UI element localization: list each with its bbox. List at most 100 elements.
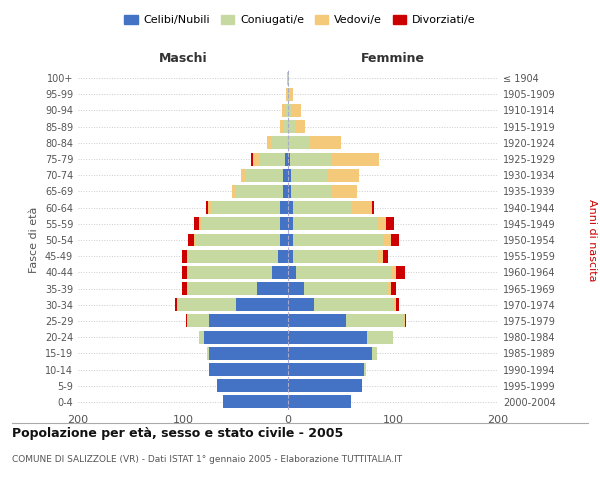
Text: Maschi: Maschi (158, 52, 208, 65)
Bar (293, 218, 377, 230)
Bar (199, 330, 204, 344)
Bar (328, 169, 359, 181)
Bar (282, 104, 285, 117)
Bar (280, 201, 288, 214)
Bar (288, 185, 291, 198)
Bar (288, 379, 361, 392)
Bar (293, 234, 383, 246)
Bar (388, 282, 391, 295)
Bar (391, 282, 396, 295)
Bar (182, 282, 187, 295)
Bar (188, 250, 277, 262)
Bar (251, 152, 253, 166)
Bar (241, 169, 246, 181)
Bar (391, 266, 396, 279)
Bar (187, 266, 188, 279)
Bar (182, 266, 187, 279)
Bar (314, 298, 393, 311)
Bar (196, 234, 280, 246)
Bar (386, 218, 394, 230)
Bar (188, 282, 257, 295)
Bar (187, 282, 188, 295)
Bar (331, 185, 358, 198)
Bar (207, 347, 209, 360)
Text: Femmine: Femmine (361, 52, 425, 65)
Bar (187, 314, 188, 328)
Bar (285, 152, 288, 166)
Bar (372, 347, 377, 360)
Bar (280, 120, 283, 133)
Bar (288, 234, 293, 246)
Bar (283, 169, 288, 181)
Bar (188, 314, 209, 328)
Bar (288, 72, 289, 85)
Bar (285, 104, 288, 117)
Bar (288, 218, 293, 230)
Bar (351, 201, 372, 214)
Bar (199, 218, 201, 230)
Bar (223, 396, 288, 408)
Bar (288, 298, 314, 311)
Legend: Celibi/Nubili, Coniugati/e, Vedovi/e, Divorziati/e: Celibi/Nubili, Coniugati/e, Vedovi/e, Di… (120, 10, 480, 30)
Bar (288, 169, 291, 181)
Bar (204, 330, 288, 344)
Bar (288, 104, 292, 117)
Bar (253, 152, 259, 166)
Bar (272, 266, 288, 279)
Text: Anni di nascita: Anni di nascita (587, 198, 597, 281)
Bar (309, 136, 341, 149)
Bar (175, 298, 176, 311)
Bar (293, 250, 377, 262)
Bar (290, 152, 332, 166)
Bar (383, 234, 391, 246)
Bar (176, 298, 178, 311)
Bar (290, 88, 293, 101)
Bar (286, 88, 287, 101)
Bar (277, 250, 288, 262)
Bar (391, 234, 400, 246)
Bar (304, 282, 388, 295)
Bar (288, 363, 364, 376)
Bar (186, 314, 187, 328)
Bar (287, 72, 288, 85)
Bar (288, 88, 290, 101)
Bar (206, 201, 208, 214)
Bar (283, 185, 288, 198)
Bar (259, 152, 285, 166)
Bar (288, 282, 304, 295)
Bar (288, 266, 296, 279)
Bar (296, 120, 305, 133)
Bar (201, 218, 280, 230)
Text: COMUNE DI SALIZZOLE (VR) - Dati ISTAT 1° gennaio 2005 - Elaborazione TUTTITALIA.: COMUNE DI SALIZZOLE (VR) - Dati ISTAT 1°… (12, 455, 402, 464)
Bar (235, 298, 288, 311)
Bar (288, 120, 296, 133)
Bar (293, 201, 351, 214)
Bar (208, 201, 211, 214)
Bar (288, 250, 293, 262)
Bar (291, 169, 328, 181)
Bar (383, 250, 388, 262)
Bar (272, 136, 288, 149)
Bar (193, 218, 199, 230)
Bar (288, 136, 309, 149)
Bar (178, 298, 235, 311)
Bar (257, 282, 288, 295)
Bar (288, 396, 351, 408)
Bar (367, 330, 393, 344)
Bar (346, 314, 404, 328)
Bar (209, 363, 288, 376)
Bar (209, 347, 288, 360)
Bar (396, 266, 404, 279)
Bar (396, 298, 400, 311)
Bar (296, 266, 391, 279)
Bar (209, 314, 288, 328)
Bar (235, 185, 283, 198)
Bar (393, 298, 396, 311)
Bar (404, 314, 406, 328)
Bar (193, 234, 196, 246)
Bar (377, 218, 386, 230)
Y-axis label: Fasce di età: Fasce di età (29, 207, 39, 273)
Bar (182, 250, 187, 262)
Bar (288, 152, 290, 166)
Bar (291, 185, 331, 198)
